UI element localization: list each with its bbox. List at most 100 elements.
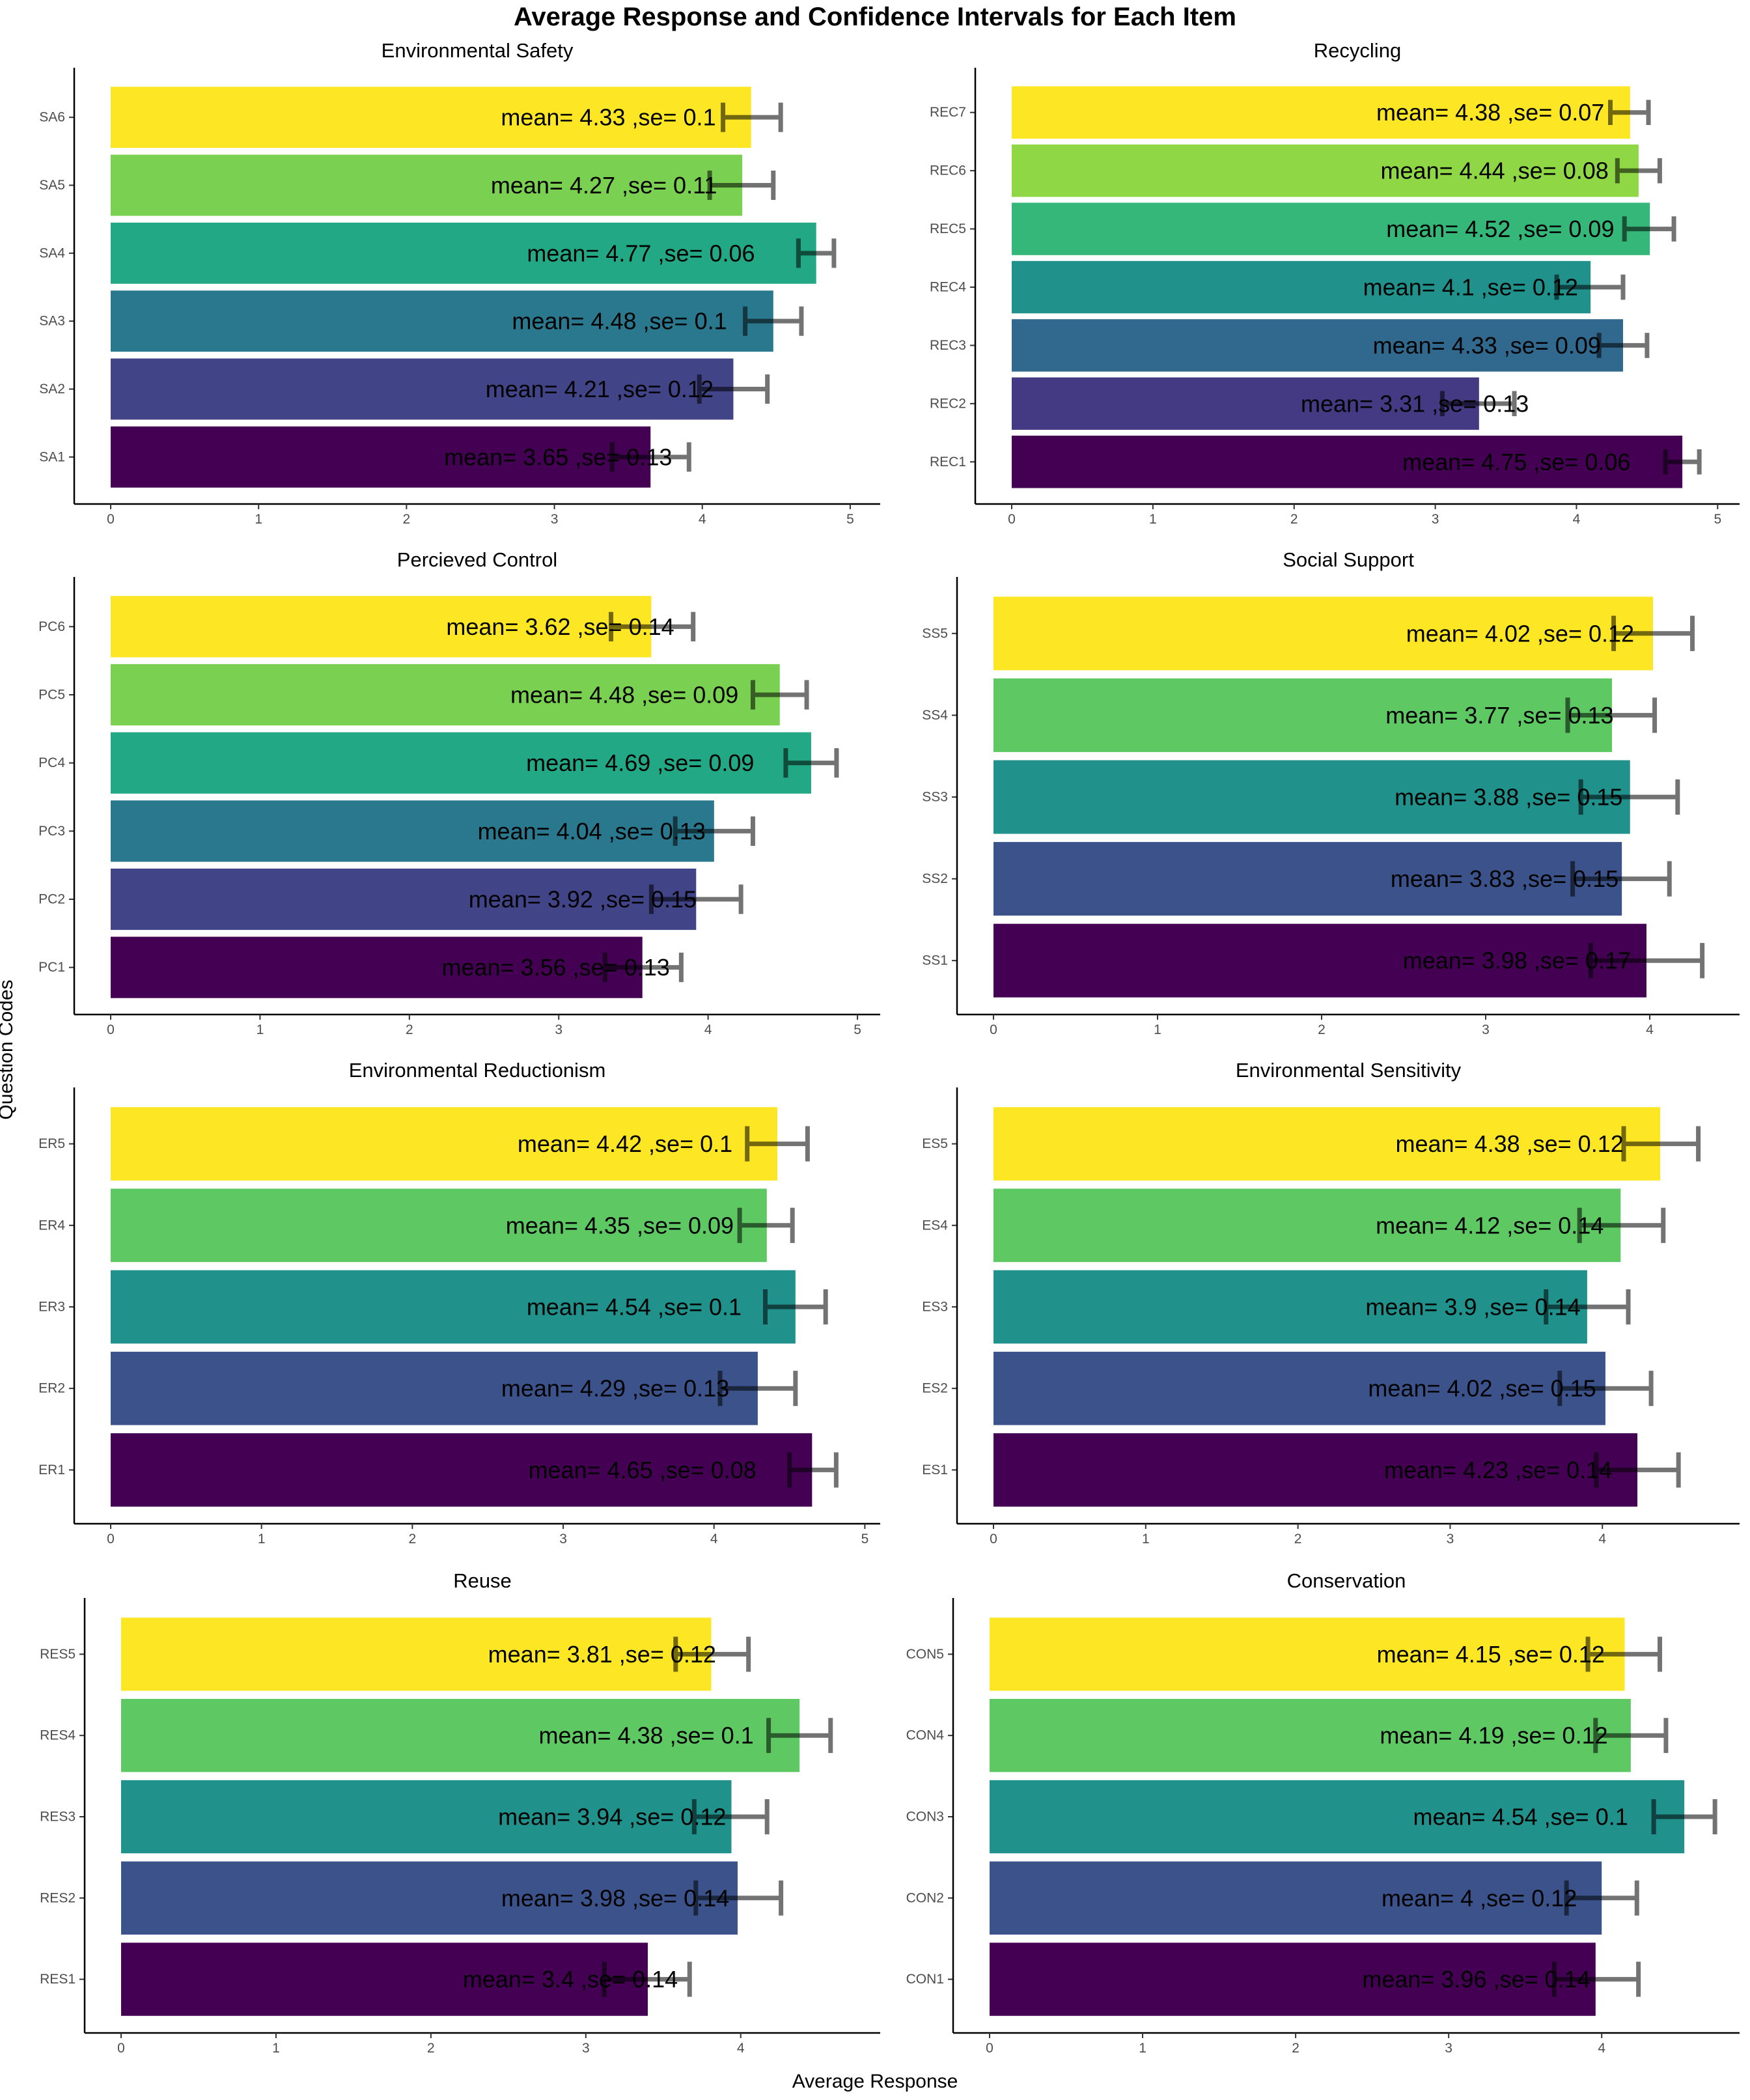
error-bar-con4 [1593,1718,1669,1754]
error-bar-ss1 [1588,943,1705,979]
data-label-es5: mean= 4.38 ,se= 0.12 [1395,1130,1623,1157]
error-bar-con1 [1551,1961,1641,1997]
data-label-con3: mean= 4.54 ,se= 0.1 [1413,1804,1628,1830]
data-label-rec4: mean= 4.1 ,se= 0.12 [1363,274,1578,301]
error-bar-ss2 [1570,861,1672,897]
x-tick-label: 1 [272,2041,280,2056]
error-bar-res3 [691,1799,770,1834]
panel-title: Percieved Control [397,548,557,571]
data-label-sa6: mean= 4.33 ,se= 0.1 [501,104,715,131]
y-tick-label-sa6: SA6 [39,110,65,125]
error-bar-res5 [673,1636,751,1672]
panel-6: Environmental Sensitivity mean= 4.38 ,se=… [922,1059,1740,1547]
bar-rec2 [1012,377,1479,430]
x-tick-label: 2 [427,2041,435,2056]
y-tick-label-sa4: SA4 [39,245,65,260]
panel-2: Recycling mean= 4.38 ,se= 0.07 REC7 mean= 4… [930,39,1740,527]
data-label-er2: mean= 4.29 ,se= 0.13 [501,1375,729,1402]
x-tick-label: 0 [117,2041,125,2056]
error-bar-con3 [1651,1799,1717,1834]
y-tick-label-sa1: SA1 [39,449,65,464]
y-tick-label-con5: CON5 [906,1647,944,1662]
data-label-sa4: mean= 4.77 ,se= 0.06 [527,240,755,266]
error-bar-ss3 [1578,779,1680,815]
bar-con3 [990,1780,1685,1854]
y-tick-label-es2: ES2 [922,1381,948,1396]
error-bar-sa3 [743,306,804,336]
error-bar-pc1 [602,953,684,983]
x-tick-label: 1 [258,1532,266,1547]
y-tick-label-rec6: REC6 [930,163,966,178]
bar-pc4 [111,732,811,794]
error-bar-pc2 [648,884,743,914]
x-tick-label: 0 [107,512,115,527]
data-label-rec6: mean= 4.44 ,se= 0.08 [1381,158,1609,184]
data-label-pc4: mean= 4.69 ,se= 0.09 [526,749,754,776]
x-tick-label: 0 [990,1022,997,1037]
data-label-con1: mean= 3.96 ,se= 0.14 [1362,1966,1590,1993]
data-label-es1: mean= 4.23 ,se= 0.14 [1384,1457,1612,1483]
x-tick-label: 3 [1432,512,1439,527]
data-label-pc2: mean= 3.92 ,se= 0.15 [469,886,697,913]
panel-title: Environmental Safety [382,39,574,62]
y-tick-label-pc2: PC2 [38,892,65,907]
y-tick-label-es1: ES1 [922,1463,948,1477]
error-bar-rec3 [1596,333,1650,358]
bar-rec5 [1012,203,1650,255]
y-tick-label-con1: CON1 [906,1972,944,1987]
bar-pc6 [111,596,652,658]
bar-con2 [990,1861,1602,1935]
y-tick-label-rec5: REC5 [930,221,966,236]
y-tick-label-sa2: SA2 [39,382,65,397]
bar-er5 [111,1107,778,1181]
x-tick-label: 4 [1598,1532,1606,1547]
x-tick-label: 2 [1292,2041,1299,2056]
x-tick-label: 0 [990,1532,997,1547]
y-tick-label-rec3: REC3 [930,338,966,353]
x-tick-label: 4 [1598,2041,1605,2056]
bar-res5 [121,1617,712,1691]
error-bar-pc5 [750,680,809,710]
bar-pc1 [111,936,643,998]
y-tick-label-pc1: PC1 [38,960,65,975]
x-tick-label: 0 [107,1022,115,1037]
error-bar-es4 [1577,1207,1666,1243]
data-label-sa3: mean= 4.48 ,se= 0.1 [512,308,727,335]
y-tick-label-pc3: PC3 [38,824,65,839]
error-bar-rec7 [1608,100,1651,126]
x-tick-label: 3 [1447,1532,1454,1547]
data-label-sa5: mean= 4.27 ,se= 0.11 [491,172,717,199]
x-tick-label: 3 [555,1022,562,1037]
error-bar-er2 [717,1371,798,1407]
bar-res3 [121,1780,732,1854]
error-bar-sa5 [707,170,776,201]
y-tick-label-res3: RES3 [40,1810,76,1825]
data-label-con2: mean= 4 ,se= 0.12 [1382,1884,1577,1911]
panel-title: Social Support [1283,548,1414,571]
data-label-rec7: mean= 4.38 ,se= 0.07 [1376,99,1604,126]
bar-ss1 [993,923,1646,998]
y-tick-label-ss2: SS2 [922,871,948,886]
error-bar-sa4 [796,238,837,268]
bar-res1 [121,1942,648,2016]
data-label-er3: mean= 4.54 ,se= 0.1 [527,1294,742,1321]
data-label-es2: mean= 4.02 ,se= 0.15 [1368,1375,1596,1402]
data-label-con5: mean= 4.15 ,se= 0.12 [1377,1641,1605,1668]
bar-res4 [121,1699,800,1772]
panel-title: Reuse [453,1569,512,1592]
error-bar-con5 [1585,1636,1663,1672]
bar-es1 [993,1433,1638,1507]
x-tick-label: 2 [1318,1022,1326,1037]
bar-con5 [990,1617,1625,1691]
data-label-er1: mean= 4.65 ,se= 0.08 [529,1457,757,1483]
y-tick-label-er2: ER2 [38,1381,65,1396]
error-bar-es2 [1557,1371,1654,1407]
bar-sa3 [111,290,773,352]
x-tick-label: 3 [1445,2041,1452,2056]
error-bar-pc4 [783,748,839,778]
y-tick-label-res1: RES1 [40,1972,76,1987]
data-label-es3: mean= 3.9 ,se= 0.14 [1365,1294,1580,1321]
y-tick-label-sa3: SA3 [39,314,65,329]
error-bar-pc6 [609,611,696,641]
bar-ss4 [993,678,1613,752]
